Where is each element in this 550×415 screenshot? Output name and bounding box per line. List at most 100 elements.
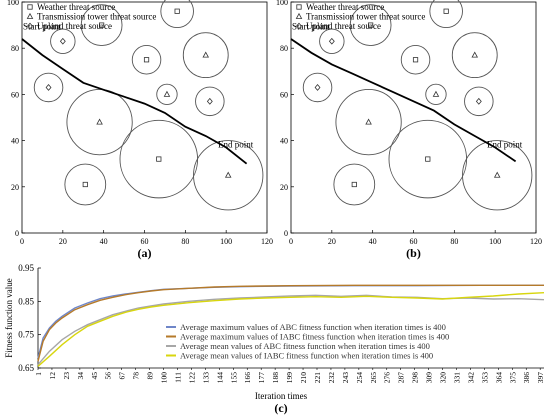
x-tick-label: 331 [452, 372, 461, 384]
y-tick-label: 0.75 [18, 330, 34, 340]
x-tick-label: 364 [494, 372, 503, 384]
threat-center-triangle-icon [163, 90, 171, 97]
legend-label: Average maximum values of IABC fitness f… [180, 332, 449, 342]
threat-circle [64, 163, 107, 206]
threat-circle [400, 45, 431, 75]
y-tick-label: 100 [276, 0, 288, 7]
y-tick-label: 0 [284, 229, 288, 238]
threat-center-diamond-icon [206, 97, 213, 105]
y-tick-label: 0.95 [18, 263, 34, 273]
y-tick-label: 0.65 [18, 363, 34, 373]
threat-center-diamond-icon [59, 37, 66, 45]
threat-center-triangle-icon [224, 171, 232, 178]
x-tick-label: 375 [508, 372, 517, 384]
plot-frame [290, 1, 537, 234]
x-tick-label: 155 [229, 372, 238, 384]
start-point-label: Start point [292, 22, 330, 32]
flight-path-line [290, 38, 517, 163]
x-tick-label: 144 [215, 372, 224, 384]
x-tick-label: 89 [146, 372, 155, 380]
x-tick-label: 40 [369, 237, 377, 246]
x-tick-label: 133 [201, 372, 210, 384]
x-tick-label: 177 [257, 372, 266, 384]
x-tick-label: 80 [181, 237, 189, 246]
threat-circle [119, 119, 199, 199]
x-tick-label: 20 [59, 237, 67, 246]
panel-label: (c) [274, 401, 287, 415]
threat-circle [429, 0, 463, 29]
x-tick-label: 1 [34, 372, 43, 376]
x-tick-label: 0 [20, 237, 24, 246]
x-tick-label: 254 [355, 372, 364, 384]
threat-center-triangle-icon [471, 51, 479, 58]
threat-circle [333, 163, 376, 206]
x-tick-label: 111 [173, 372, 182, 383]
x-tick-label: 386 [522, 372, 531, 384]
threat-center-triangle-icon [365, 118, 372, 125]
threat-center-square-icon [443, 8, 449, 14]
threat-circle [319, 28, 345, 54]
threat-center-square-icon [351, 181, 357, 188]
x-tick-label: 40 [100, 237, 108, 246]
y-tick-label: 0 [15, 229, 19, 238]
y-tick-label: 80 [11, 44, 19, 53]
threat-center-square-icon [143, 57, 150, 63]
x-tick-label: 276 [383, 372, 392, 384]
threat-circle [156, 83, 178, 106]
panel-b: 0 20 40 60 80 100 120 0 20 40 60 80 100 Start point En… [276, 0, 542, 260]
legend-label: Average mean values of ABC fitness funct… [180, 341, 430, 351]
threat-center-square-icon [368, 22, 374, 28]
panel-label: (a) [138, 246, 152, 260]
plot-frame [21, 1, 268, 234]
legend-label: Weather threat source [37, 2, 115, 12]
threat-center-triangle-icon [432, 90, 440, 97]
threat-center-square-icon [425, 156, 431, 162]
threat-center-triangle-icon [493, 171, 501, 178]
threat-center-diamond-icon [328, 37, 335, 45]
x-tick-label: 12 [48, 372, 57, 380]
x-tick-label: 20 [328, 237, 336, 246]
x-tick-label: 166 [243, 372, 252, 384]
x-tick-label: 265 [369, 372, 378, 384]
threat-circle [302, 72, 333, 103]
y-tick-label: 20 [280, 183, 288, 192]
x-tick-label: 60 [410, 237, 418, 246]
legend-label: Transmission tower threat source [306, 12, 425, 22]
threat-circle [425, 83, 447, 106]
threat-circle [335, 89, 402, 156]
legend-label: Transmission tower threat source [37, 12, 156, 22]
threat-circle [193, 140, 264, 211]
x-tick-label: 298 [411, 372, 420, 384]
x-tick-label: 353 [480, 372, 489, 384]
legend-square-icon [27, 4, 33, 10]
x-tick-label: 120 [530, 237, 542, 246]
threat-center-diamond-icon [45, 84, 52, 91]
legend-label: Upland threat source [37, 21, 112, 31]
threat-center-square-icon [412, 57, 419, 63]
threat-center-square-icon [156, 156, 162, 162]
threat-circle [462, 140, 533, 211]
panel-c: 0.65 0.75 0.85 0.95 1 12 23 34 45 56 67 78 89 100 111 1… [4, 263, 545, 415]
x-tick-label: 397 [536, 372, 545, 384]
x-tick-label: 309 [425, 372, 434, 384]
threat-center-square-icon [99, 22, 105, 28]
y-tick-label: 100 [7, 0, 19, 7]
threat-circle [131, 45, 162, 75]
x-tick-label: 56 [104, 372, 113, 380]
legend-label: Average maximum values of ABC fitness fu… [180, 322, 446, 332]
start-point-label: Start point [23, 22, 61, 32]
y-tick-label: 60 [280, 90, 288, 99]
x-tick-label: 23 [62, 372, 71, 380]
threat-center-diamond-icon [314, 84, 321, 91]
x-tick-label: 342 [466, 372, 475, 384]
flight-path-line [21, 38, 248, 165]
x-tick-label: 0 [289, 237, 293, 246]
threat-center-square-icon [82, 181, 88, 188]
x-tick-label: 210 [299, 372, 308, 384]
legend-triangle-icon [26, 12, 34, 19]
y-tick-label: 20 [11, 183, 19, 192]
y-axis-label: Fitness function value [4, 278, 14, 358]
x-tick-label: 100 [220, 237, 232, 246]
x-tick-label: 100 [489, 237, 501, 246]
